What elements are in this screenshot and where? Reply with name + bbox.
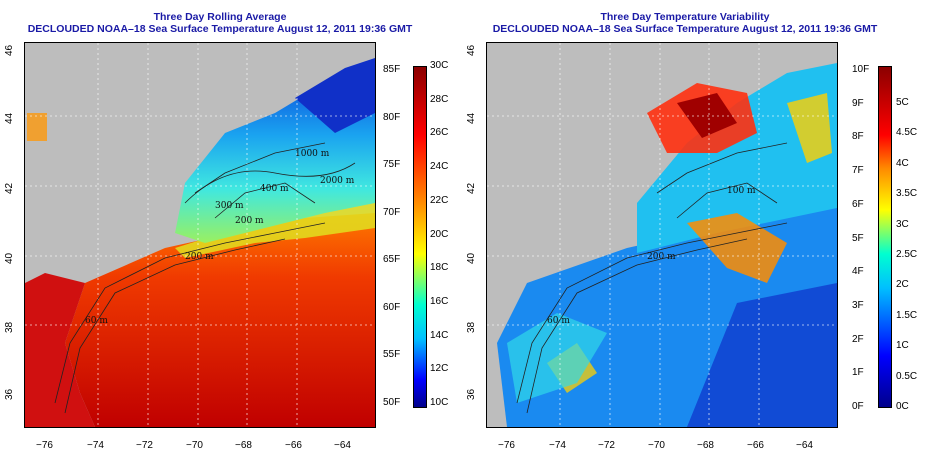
left-colorbar-c-label: 30C bbox=[430, 60, 449, 71]
left-contour-label: 1000 m bbox=[295, 149, 330, 159]
left-colorbar-c-label: 12C bbox=[430, 363, 449, 375]
right-xtick: −66 bbox=[747, 440, 764, 451]
right-colorbar-c-label: 3C bbox=[896, 218, 909, 230]
right-contour-label: 100 m bbox=[727, 186, 756, 196]
right-colorbar-f-label: 6F bbox=[852, 198, 864, 210]
left-colorbar-f-label: 80F bbox=[383, 111, 401, 123]
left-title-line2: DECLOUDED NOAA–18 Sea Surface Temperatur… bbox=[27, 23, 413, 35]
left-colorbar-c-label: 16C bbox=[430, 295, 449, 307]
right-colorbar-f-label: 0F bbox=[852, 401, 864, 412]
right-colorbar-f-label: 1F bbox=[852, 367, 864, 379]
left-colorbar-f-label: 50F bbox=[383, 397, 401, 408]
left-title-line1: Three Day Rolling Average bbox=[153, 11, 287, 23]
left-ytick: 44 bbox=[4, 112, 15, 124]
left-colorbar-c-label: 24C bbox=[430, 161, 449, 173]
left-colorbar-f-label: 70F bbox=[383, 206, 401, 218]
left-ytick: 42 bbox=[4, 182, 15, 194]
right-colorbar-c-label: 1C bbox=[896, 340, 909, 352]
right-ytick: 36 bbox=[466, 388, 477, 400]
right-colorbar-f-label: 2F bbox=[852, 333, 864, 345]
right-ytick: 42 bbox=[466, 182, 477, 194]
right-ytick: 40 bbox=[466, 252, 477, 264]
right-xtick: −64 bbox=[796, 440, 813, 451]
right-colorbar-f-label: 4F bbox=[852, 266, 864, 278]
left-contour-label: 2000 m bbox=[320, 176, 355, 186]
left-xtick: −66 bbox=[285, 440, 302, 451]
right-colorbar-c-label: 0.5C bbox=[896, 370, 918, 382]
right-ytick: 38 bbox=[466, 321, 477, 333]
left-ytick: 36 bbox=[4, 388, 15, 400]
right-colorbar-f-label: 10F bbox=[852, 64, 870, 75]
right-ytick: 44 bbox=[466, 112, 477, 124]
left-colorbar-f-label: 75F bbox=[383, 159, 401, 171]
left-colorbar-c-label: 28C bbox=[430, 93, 449, 105]
left-sst-map: 200 m 1000 m 2000 m 400 m 60 m 200 m 300… bbox=[24, 42, 376, 428]
left-colorbar-f-label: 85F bbox=[383, 64, 401, 75]
right-colorbar-f-label: 3F bbox=[852, 299, 864, 311]
left-colorbar-c-label: 10C bbox=[430, 397, 449, 408]
right-colorbar bbox=[878, 66, 892, 408]
left-colorbar-f-label: 55F bbox=[383, 349, 401, 361]
left-colorbar-f-label: 60F bbox=[383, 301, 401, 313]
left-contour-label: 400 m bbox=[260, 184, 289, 194]
right-colorbar-f-label: 5F bbox=[852, 232, 864, 244]
left-contour-label: 200 m bbox=[235, 216, 264, 226]
right-ytick: 46 bbox=[466, 44, 477, 56]
right-colorbar-c-label: 2.5C bbox=[896, 249, 918, 260]
left-xtick: −70 bbox=[186, 440, 203, 451]
right-colorbar-c-label: 5C bbox=[896, 97, 909, 108]
left-colorbar bbox=[413, 66, 427, 408]
left-colorbar-c-label: 22C bbox=[430, 194, 449, 206]
left-colorbar-f-label: 65F bbox=[383, 254, 401, 266]
left-xtick: −68 bbox=[235, 440, 252, 451]
right-colorbar-f-label: 7F bbox=[852, 165, 864, 177]
right-xtick: −74 bbox=[549, 440, 566, 451]
right-variability-map: 200 m 100 m 60 m bbox=[486, 42, 838, 428]
left-xtick: −72 bbox=[136, 440, 153, 451]
right-colorbar-c-label: 0C bbox=[896, 401, 909, 412]
right-contour-label: 60 m bbox=[547, 316, 570, 326]
right-xtick: −76 bbox=[498, 440, 515, 451]
right-colorbar-c-label: 3.5C bbox=[896, 188, 918, 200]
right-title-line1: Three Day Temperature Variability bbox=[600, 11, 770, 23]
right-colorbar-c-label: 4.5C bbox=[896, 127, 918, 139]
right-xtick: −72 bbox=[598, 440, 615, 451]
left-contour-label: 300 m bbox=[215, 201, 244, 211]
left-colorbar-c-label: 14C bbox=[430, 329, 449, 341]
right-xtick: −68 bbox=[697, 440, 714, 451]
right-colorbar-f-label: 8F bbox=[852, 131, 864, 143]
left-ytick: 46 bbox=[4, 44, 15, 56]
left-colorbar-c-label: 18C bbox=[430, 262, 449, 274]
left-ytick: 38 bbox=[4, 321, 15, 333]
left-colorbar-c-label: 20C bbox=[430, 228, 449, 240]
left-contour-label: 200 m bbox=[185, 252, 214, 262]
right-colorbar-f-label: 9F bbox=[852, 97, 864, 109]
left-contour-label: 60 m bbox=[85, 316, 108, 326]
right-title-line2: DECLOUDED NOAA–18 Sea Surface Temperatur… bbox=[492, 23, 878, 35]
right-colorbar-c-label: 2C bbox=[896, 279, 909, 291]
left-xtick: −76 bbox=[36, 440, 53, 451]
right-colorbar-c-label: 1.5C bbox=[896, 309, 918, 321]
left-colorbar-c-label: 26C bbox=[430, 127, 449, 139]
left-xtick: −74 bbox=[87, 440, 104, 451]
right-colorbar-c-label: 4C bbox=[896, 157, 909, 169]
right-xtick: −70 bbox=[648, 440, 665, 451]
right-contour-label: 200 m bbox=[647, 252, 676, 262]
left-xtick: −64 bbox=[334, 440, 351, 451]
left-ytick: 40 bbox=[4, 252, 15, 264]
